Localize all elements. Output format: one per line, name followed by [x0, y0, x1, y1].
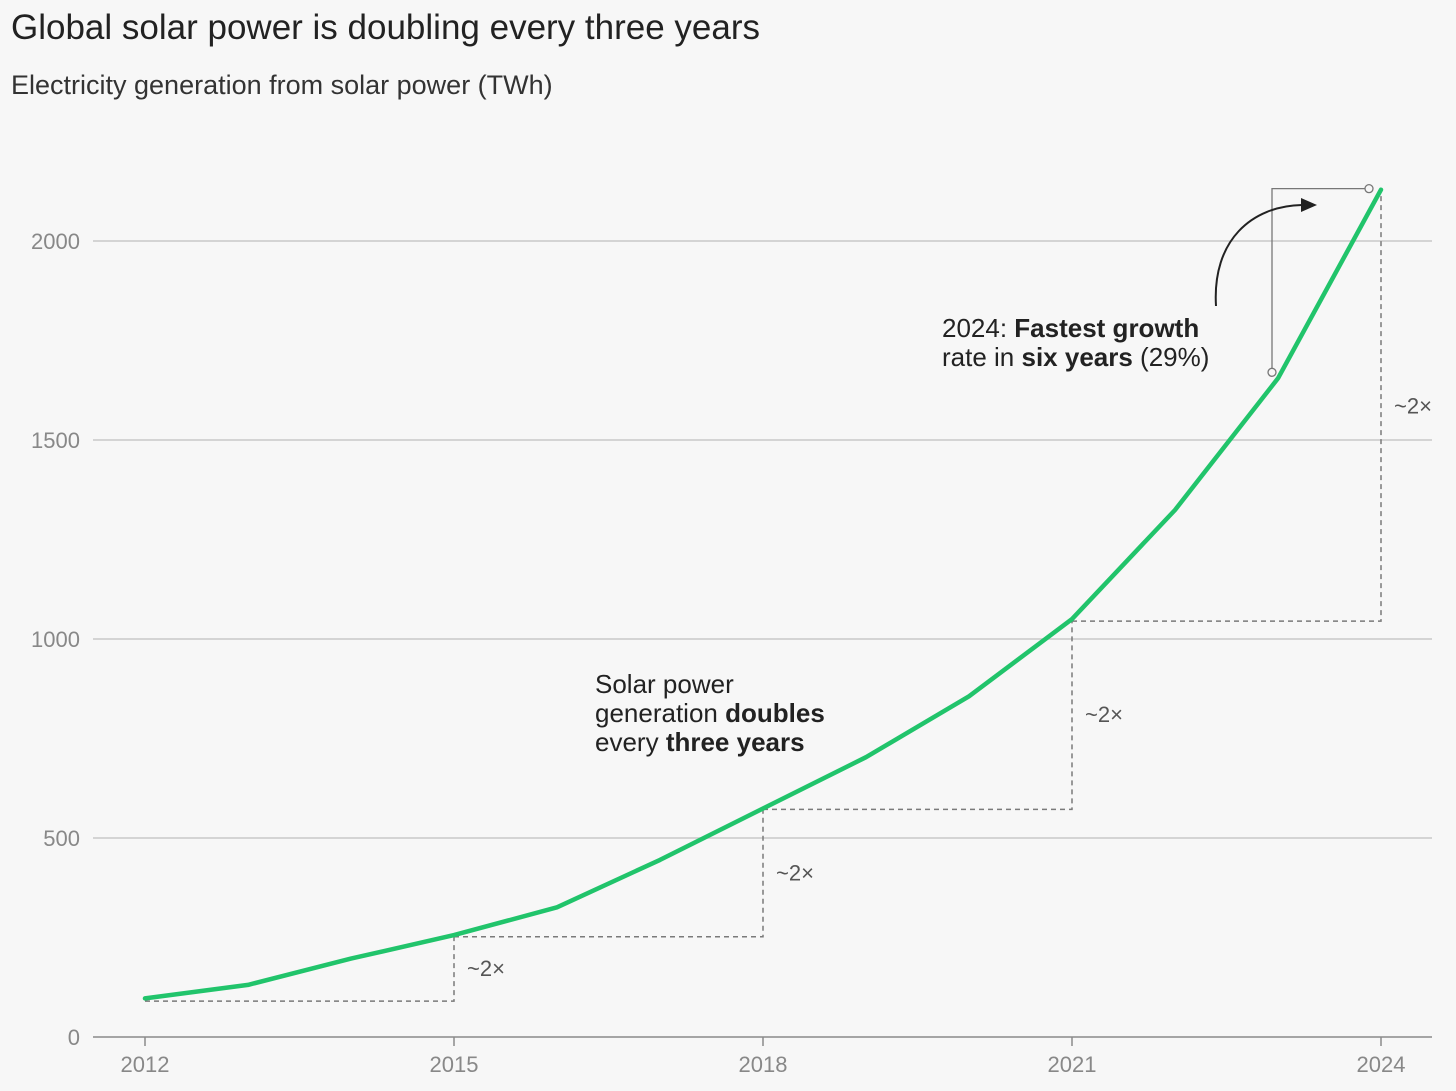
annotation-text: (29%) — [1132, 342, 1210, 372]
callout-arrow — [1214, 204, 1303, 307]
annotation-bold-text: three years — [665, 727, 805, 757]
doubling-steps: ~2× ~2× ~2× ~2× — [145, 189, 1432, 1002]
callout-bracket — [1214, 184, 1374, 377]
y-tick-label: 0 — [68, 1025, 80, 1050]
annotation-text: generation — [595, 698, 726, 728]
annotation-text: every — [595, 727, 666, 757]
annotation-bold-text: doubles — [725, 698, 825, 728]
data-point — [142, 995, 148, 1001]
arrow-head-icon — [1301, 198, 1317, 212]
x-tick-label: 2018 — [739, 1052, 788, 1077]
y-tick-label: 1000 — [31, 627, 80, 652]
annotation-text: Solar power — [595, 669, 734, 699]
annotation-text: 2024: — [942, 313, 1015, 343]
axes: 0 500 1000 1500 2000 2012 2015 2018 2021 2024 — [31, 229, 1432, 1077]
data-point — [554, 904, 560, 910]
data-point — [760, 806, 766, 812]
callout-endpoint — [1364, 184, 1374, 194]
data-point — [1378, 187, 1384, 193]
data-point — [245, 982, 251, 988]
annotation-doubles: Solar power generation doubles every thr… — [595, 670, 825, 757]
doubling-label: ~2× — [1085, 702, 1123, 727]
y-tick-label: 2000 — [31, 229, 80, 254]
doubling-step-bracket — [763, 619, 1073, 811]
doubling-step-bracket — [1072, 189, 1382, 622]
callout-bracket-line — [1271, 188, 1369, 373]
data-point — [1069, 616, 1075, 622]
chart-title: Global solar power is doubling every thr… — [11, 8, 760, 47]
data-point — [863, 754, 869, 760]
data-point — [451, 932, 457, 938]
solar-generation-line — [142, 187, 1384, 1001]
annotation-text: rate in — [942, 342, 1022, 372]
data-point — [348, 956, 354, 962]
chart-subtitle: Electricity generation from solar power … — [11, 70, 553, 100]
doubling-label: ~2× — [1394, 393, 1432, 418]
doubling-label: ~2× — [776, 861, 814, 886]
doubling-step-bracket — [454, 808, 764, 938]
doubling-step-bracket — [145, 935, 455, 1002]
x-tick-label: 2015 — [430, 1052, 479, 1077]
series-layer — [142, 187, 1384, 1001]
y-tick-label: 500 — [43, 826, 80, 851]
annotation-fastest-growth: 2024: Fastest growth rate in six years (… — [942, 314, 1209, 372]
doubling-label: ~2× — [467, 956, 505, 981]
data-point — [1172, 507, 1178, 513]
data-point — [966, 693, 972, 699]
x-tick-label: 2021 — [1048, 1052, 1097, 1077]
annotation-bold-text: six years — [1021, 342, 1133, 372]
data-point — [657, 857, 663, 863]
data-point — [1275, 375, 1281, 381]
callout-endpoint — [1267, 367, 1277, 377]
x-tick-label: 2024 — [1357, 1052, 1406, 1077]
y-tick-label: 1500 — [31, 428, 80, 453]
annotation-bold-text: Fastest growth — [1014, 313, 1200, 343]
x-tick-label: 2012 — [121, 1052, 170, 1077]
